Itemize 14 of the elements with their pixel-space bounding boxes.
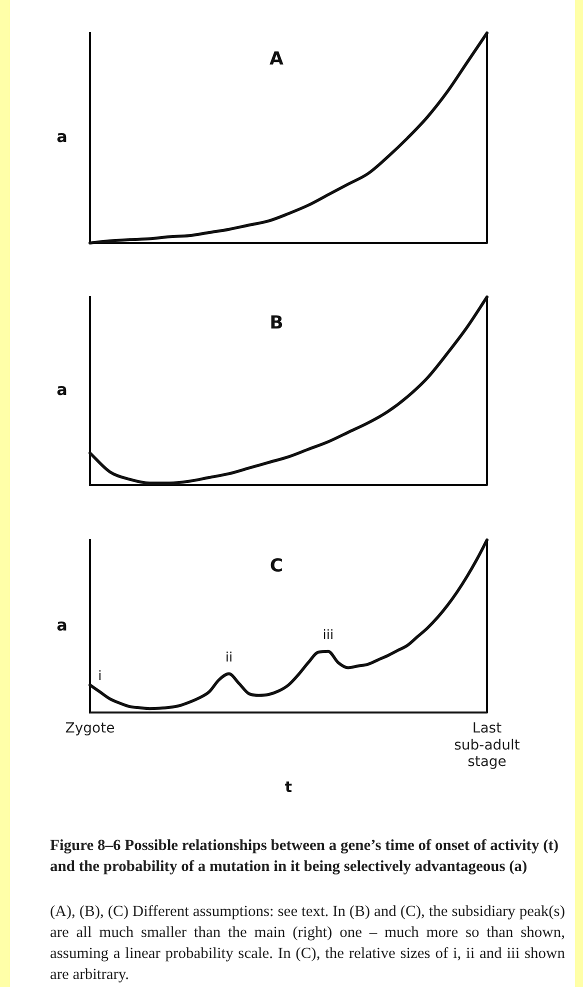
x-tick-label: Zygote (65, 720, 115, 737)
annotation: ii (225, 650, 233, 666)
caption: Figure 8–6 Possible relationships between a gene’s time of onset of activity (t) and the probability of a mutation in it being selectively advantageous (a) (50, 836, 560, 877)
text: C (270, 556, 284, 577)
text: (A), (B), (C) Different assumptions: see text. In (B) and (C), the subsidiary peak(s) are all much smaller than the main (right) one – much more so than shown, assuming a linear probability scale. In (C), the relative sizes of i, ii and iii shown are arbitrary. (50, 902, 565, 985)
x-tick-label: Last sub-adult stage (454, 720, 520, 770)
y-axis-title: a (56, 127, 68, 146)
text: A (270, 48, 284, 70)
y-axis-title: a (56, 380, 68, 400)
annotation: iii (322, 628, 334, 644)
y-axis-title: a (56, 615, 68, 634)
annotation: i (98, 668, 102, 684)
x-axis-title: t (284, 778, 292, 796)
text: B (270, 312, 284, 334)
